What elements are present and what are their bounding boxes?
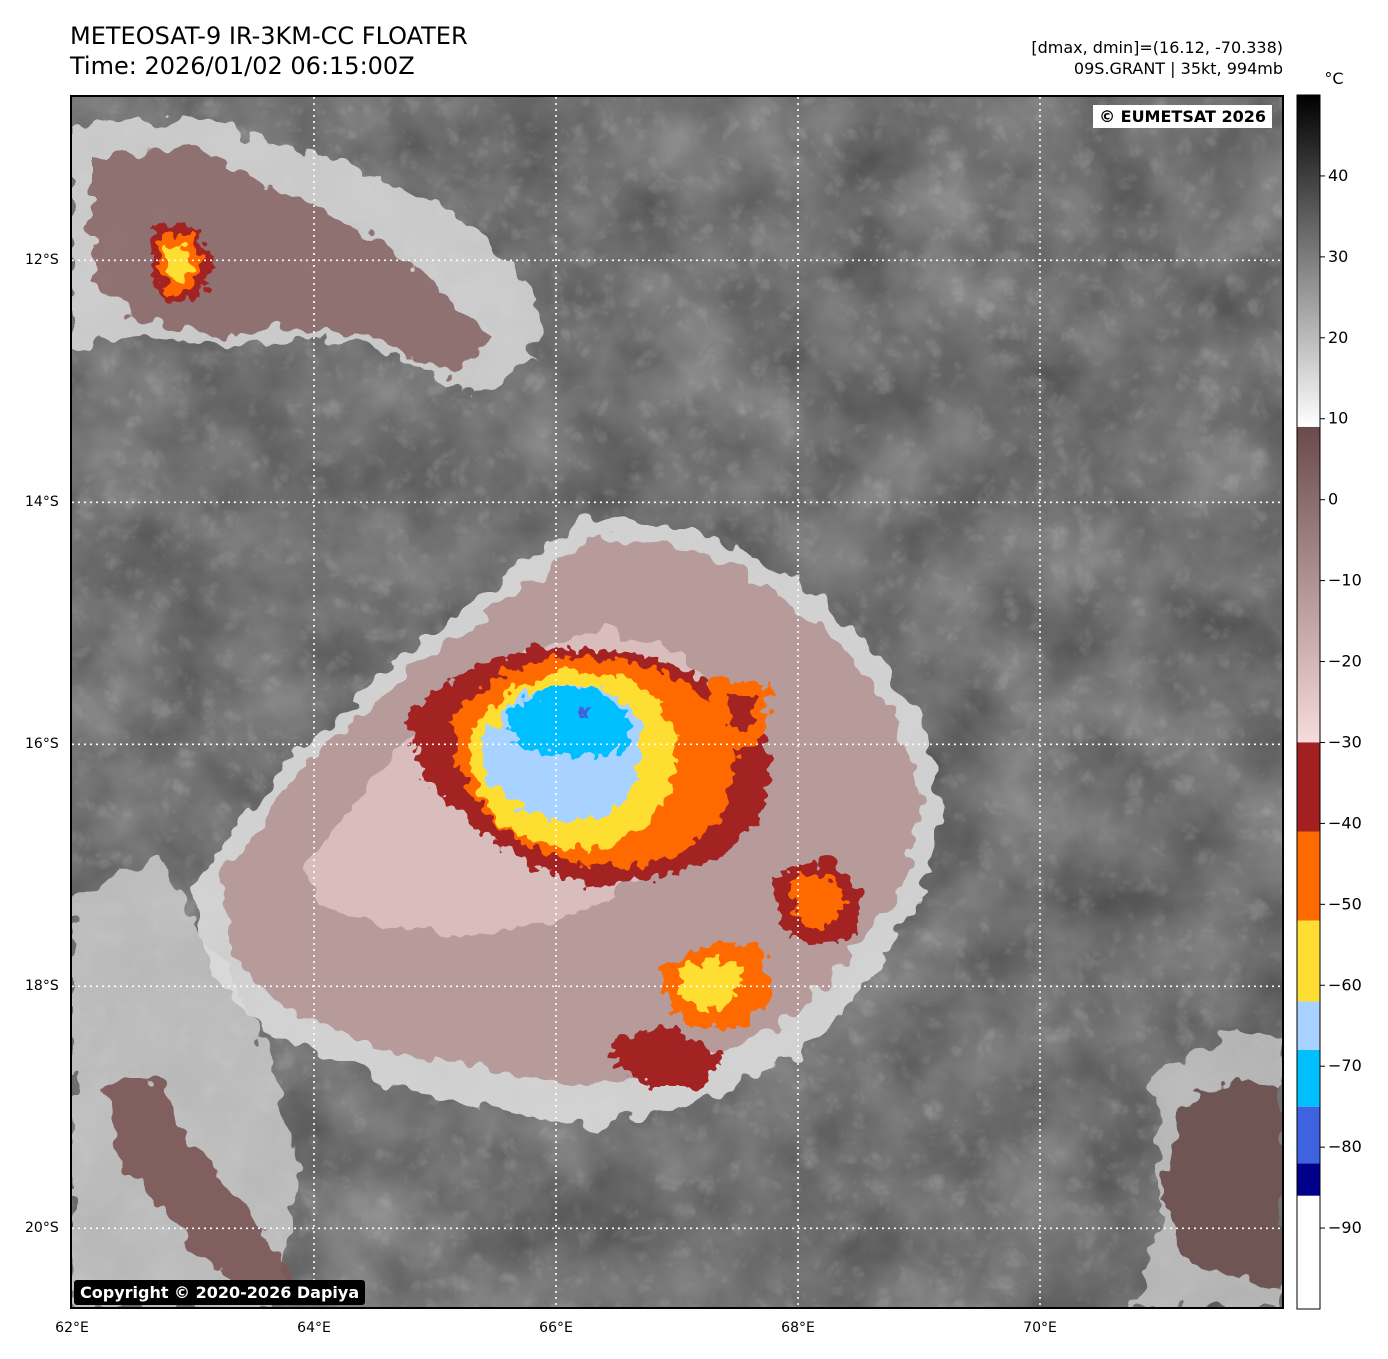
chart-title-time: Time: 2026/01/02 06:15:00Z bbox=[70, 52, 415, 80]
colorbar-tick-label: −20 bbox=[1328, 652, 1362, 671]
cloud-band-northwest-cold bbox=[92, 147, 492, 377]
storm-info-readout: 09S.GRANT | 35kt, 994mb bbox=[1073, 59, 1283, 78]
cloud-patch-southeast-cold bbox=[1162, 1077, 1282, 1287]
colorbar-tick-label: 10 bbox=[1328, 409, 1348, 428]
colorbar-outline bbox=[1296, 94, 1321, 1310]
lon-tick-label: 62°E bbox=[55, 1320, 89, 1336]
colorbar-tick-label: −10 bbox=[1328, 571, 1362, 590]
dapiya-credit: Copyright © 2020-2026 Dapiya bbox=[74, 1280, 366, 1305]
lon-tick-label: 64°E bbox=[297, 1320, 331, 1336]
colorbar-segment bbox=[1297, 1163, 1320, 1196]
lon-tick-label: 66°E bbox=[539, 1320, 573, 1336]
colorbar-tick-label: −70 bbox=[1328, 1056, 1362, 1075]
rainband-orange-east bbox=[787, 872, 847, 927]
colorbar-tick-label: −80 bbox=[1328, 1137, 1362, 1156]
lat-lon-grid bbox=[72, 97, 1282, 1307]
colorbar-tick-label: −50 bbox=[1328, 894, 1362, 913]
colorbar-segment bbox=[1297, 1050, 1320, 1107]
colorbar-tick-label: −30 bbox=[1328, 732, 1362, 751]
satellite-imagery bbox=[72, 97, 1282, 1307]
colorbar-tick-label: 30 bbox=[1328, 247, 1348, 266]
lat-tick-label: 16°S bbox=[25, 736, 59, 753]
lat-tick-label: 12°S bbox=[25, 252, 59, 269]
colorbar-gradient-clear bbox=[1297, 95, 1320, 427]
colorbar-tick-label: −90 bbox=[1328, 1218, 1362, 1237]
colorbar-unit: °C bbox=[1324, 69, 1343, 88]
lat-tick-label: 18°S bbox=[25, 978, 59, 995]
lon-tick-label: 70°E bbox=[1023, 1320, 1057, 1336]
colorbar-tick-label: 20 bbox=[1328, 328, 1348, 347]
colorbar-tick-label: 0 bbox=[1328, 490, 1338, 509]
colorbar-segment bbox=[1297, 1001, 1320, 1051]
rainband-red-north bbox=[727, 692, 757, 732]
rainband-yellow-south bbox=[677, 957, 742, 1012]
colorbar-segment bbox=[1297, 742, 1320, 832]
eumetsat-credit: © EUMETSAT 2026 bbox=[1093, 105, 1272, 128]
colorbar: °C 40 30 20 10 0 −10 −20 −30 −40 −50 −60 −70 −80 −90 bbox=[1296, 69, 1362, 1310]
dmax-dmin-readout: [dmax, dmin]=(16.12, -70.338) bbox=[1031, 38, 1283, 57]
rainband-orange-southeast bbox=[612, 1027, 722, 1087]
convection-coldest-pixel bbox=[582, 707, 588, 717]
satellite-map: © EUMETSAT 2026 Copyright © 2020-2026 Da… bbox=[70, 95, 1284, 1309]
cloud-tail-southwest bbox=[72, 857, 302, 1307]
cell-northwest-yellow bbox=[167, 245, 192, 282]
colorbar-segment bbox=[1297, 1195, 1320, 1309]
lon-tick-label: 68°E bbox=[781, 1320, 815, 1336]
colorbar-segment bbox=[1297, 1106, 1320, 1164]
colorbar-tick-label: 40 bbox=[1328, 166, 1348, 185]
colorbar-segment bbox=[1297, 920, 1320, 1002]
lat-tick-label: 20°S bbox=[25, 1220, 59, 1237]
lat-tick-label: 14°S bbox=[25, 494, 59, 511]
chart-title-line1: METEOSAT-9 IR-3KM-CC FLOATER bbox=[70, 22, 468, 50]
convection-cyan-core bbox=[507, 687, 632, 757]
colorbar-segment bbox=[1297, 831, 1320, 921]
cloud-tail-southwest-cold bbox=[102, 1077, 292, 1297]
colorbar-tick-label: −40 bbox=[1328, 813, 1362, 832]
colorbar-tick-label: −60 bbox=[1328, 975, 1362, 994]
cold-cloud-tops bbox=[152, 222, 862, 1087]
colorbar-gradient-cloud bbox=[1297, 426, 1320, 743]
